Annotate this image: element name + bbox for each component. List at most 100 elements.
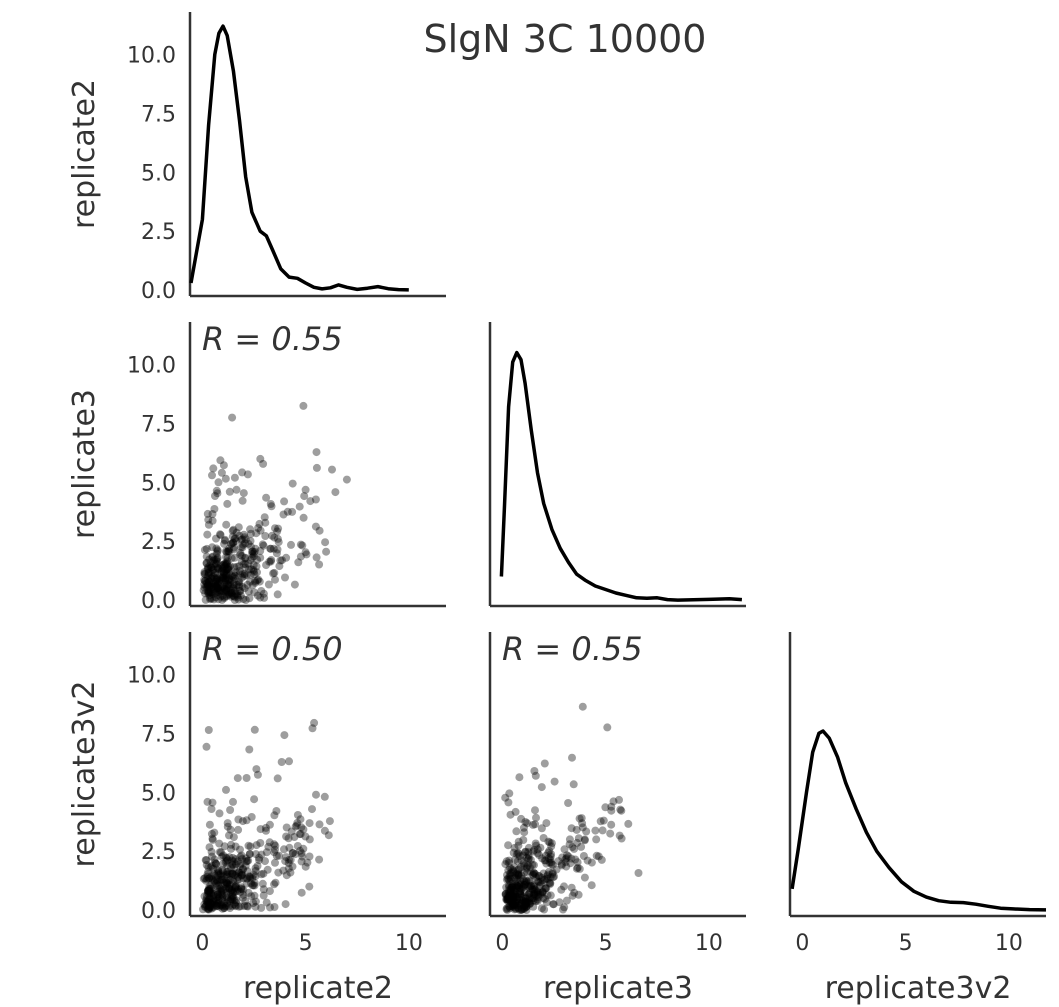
scatter-point <box>217 890 226 899</box>
scatter-point <box>261 532 270 540</box>
scatter-point <box>214 564 222 573</box>
scatter-point <box>203 875 212 884</box>
scatter-point <box>521 901 530 909</box>
scatter-point <box>550 872 559 881</box>
scatter-point <box>503 895 512 904</box>
scatter-point <box>205 889 214 897</box>
scatter-point <box>524 843 533 852</box>
scatter-point <box>308 805 316 814</box>
scatter-point <box>202 579 211 588</box>
scatter-point <box>211 588 220 597</box>
scatter-point <box>215 586 224 595</box>
scatter-point <box>234 873 243 881</box>
scatter-point <box>229 893 238 902</box>
scatter-point <box>297 888 306 897</box>
scatter-point <box>538 888 547 897</box>
scatter-point <box>607 802 616 811</box>
correlation-label: R = 0.55 <box>502 630 643 668</box>
scatter-point <box>540 875 549 884</box>
scatter-point <box>238 543 247 552</box>
scatter-point <box>209 897 218 906</box>
scatter-point <box>520 888 529 897</box>
scatter-point <box>210 896 219 905</box>
scatter-point <box>209 565 218 574</box>
scatter-point <box>526 884 535 893</box>
scatter-point <box>205 820 214 829</box>
scatter-point <box>516 880 525 889</box>
scatter-point <box>253 555 262 564</box>
scatter-point <box>203 889 212 898</box>
scatter-point <box>212 582 220 591</box>
y-tick-label: 7.5 <box>141 412 176 437</box>
scatter-point <box>512 895 521 904</box>
scatter-point <box>224 564 233 573</box>
scatter-point <box>206 558 215 567</box>
scatter-point <box>221 902 230 911</box>
scatter-point <box>271 524 279 533</box>
scatter-point <box>533 897 542 905</box>
scatter-point <box>523 861 532 870</box>
scatter-point <box>228 591 237 600</box>
scatter-point <box>225 853 234 862</box>
scatter-point <box>508 902 517 910</box>
scatter-point <box>208 835 217 844</box>
scatter-point <box>503 905 512 914</box>
scatter-point <box>540 856 549 865</box>
scatter-point <box>274 868 283 877</box>
scatter-point <box>538 888 547 897</box>
scatter-point <box>301 832 310 841</box>
scatter-point <box>617 834 626 843</box>
scatter-point <box>225 574 234 583</box>
scatter-point <box>245 872 254 881</box>
scatter-point <box>214 881 223 890</box>
scatter-point <box>231 860 240 869</box>
scatter-point <box>205 588 214 597</box>
scatter-point <box>202 896 211 905</box>
scatter-point <box>221 559 230 568</box>
scatter-point <box>533 845 542 854</box>
scatter-point <box>512 881 521 890</box>
scatter-point <box>201 570 209 579</box>
scatter-point <box>295 502 304 511</box>
scatter-point <box>206 863 215 872</box>
scatter-point <box>204 568 213 577</box>
scatter-point <box>207 563 215 572</box>
y-tick-label: 2.5 <box>141 220 176 245</box>
x-tick-label: 10 <box>995 931 1023 956</box>
scatter-point <box>271 575 279 584</box>
scatter-point <box>504 866 513 875</box>
scatter-point <box>537 880 546 889</box>
scatter-point <box>503 874 512 883</box>
scatter-point <box>219 899 228 908</box>
scatter-point <box>246 525 255 534</box>
scatter-point <box>518 874 527 883</box>
scatter-point <box>296 540 305 549</box>
scatter-point <box>207 829 216 838</box>
scatter-point <box>212 879 221 888</box>
scatter-point <box>248 550 257 558</box>
scatter-point <box>244 587 253 596</box>
scatter-point <box>228 861 237 870</box>
scatter-point <box>242 571 251 580</box>
scatter-point <box>532 813 540 822</box>
scatter-point <box>208 471 216 480</box>
scatter-point <box>562 896 571 905</box>
scatter-point <box>296 830 305 839</box>
scatter-point <box>525 897 534 906</box>
scatter-point <box>228 895 237 904</box>
scatter-point <box>256 526 265 535</box>
scatter-point <box>270 840 279 849</box>
scatter-point <box>511 888 520 897</box>
scatter-point <box>203 582 212 591</box>
scatter-point <box>524 854 533 863</box>
scatter-point <box>212 902 221 911</box>
scatter-point <box>520 904 529 913</box>
scatter-point <box>534 878 543 886</box>
scatter-point <box>532 841 541 850</box>
scatter-point <box>259 869 268 878</box>
scatter-point <box>236 902 245 911</box>
scatter-point <box>207 861 216 870</box>
scatter-point <box>228 572 237 581</box>
scatter-point <box>211 579 220 588</box>
scatter-point <box>243 580 252 589</box>
